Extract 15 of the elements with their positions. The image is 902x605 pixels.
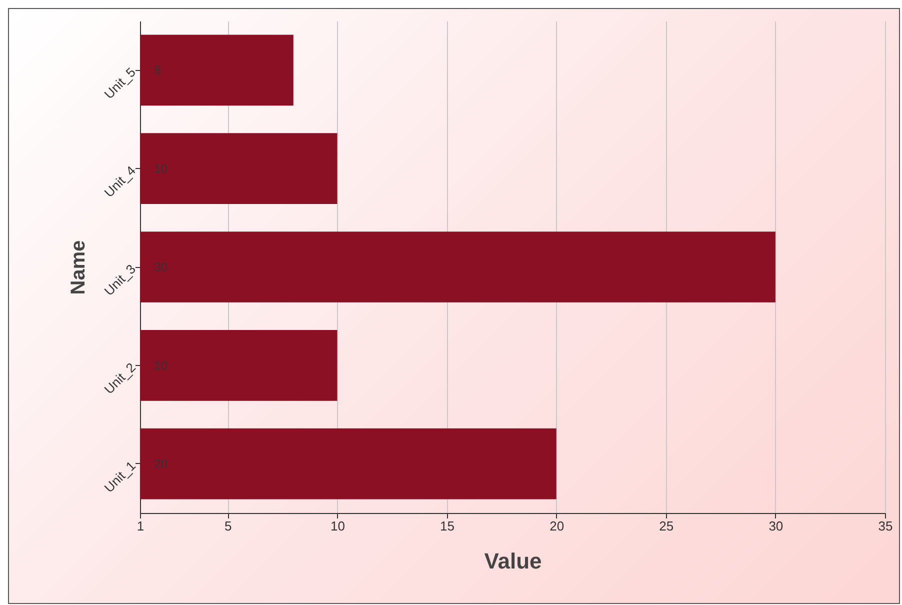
x-tick-label: 5 (224, 518, 232, 534)
x-tick-label: 30 (768, 518, 784, 534)
x-tick-label: 15 (440, 518, 454, 534)
data-label: 30 (154, 260, 168, 274)
y-axis-title: Name (68, 240, 90, 295)
x-tick-label: 35 (878, 518, 893, 534)
data-label: 8 (154, 63, 161, 78)
x-tick-label: 25 (659, 518, 674, 534)
x-tick-label: 1 (136, 518, 144, 534)
data-label: 20 (154, 456, 168, 471)
data-label: 10 (154, 358, 168, 372)
data-label: 10 (154, 162, 168, 176)
x-axis-title: Value (484, 548, 542, 574)
x-tick-label: 10 (330, 518, 345, 534)
x-tick-label: 20 (550, 518, 564, 534)
